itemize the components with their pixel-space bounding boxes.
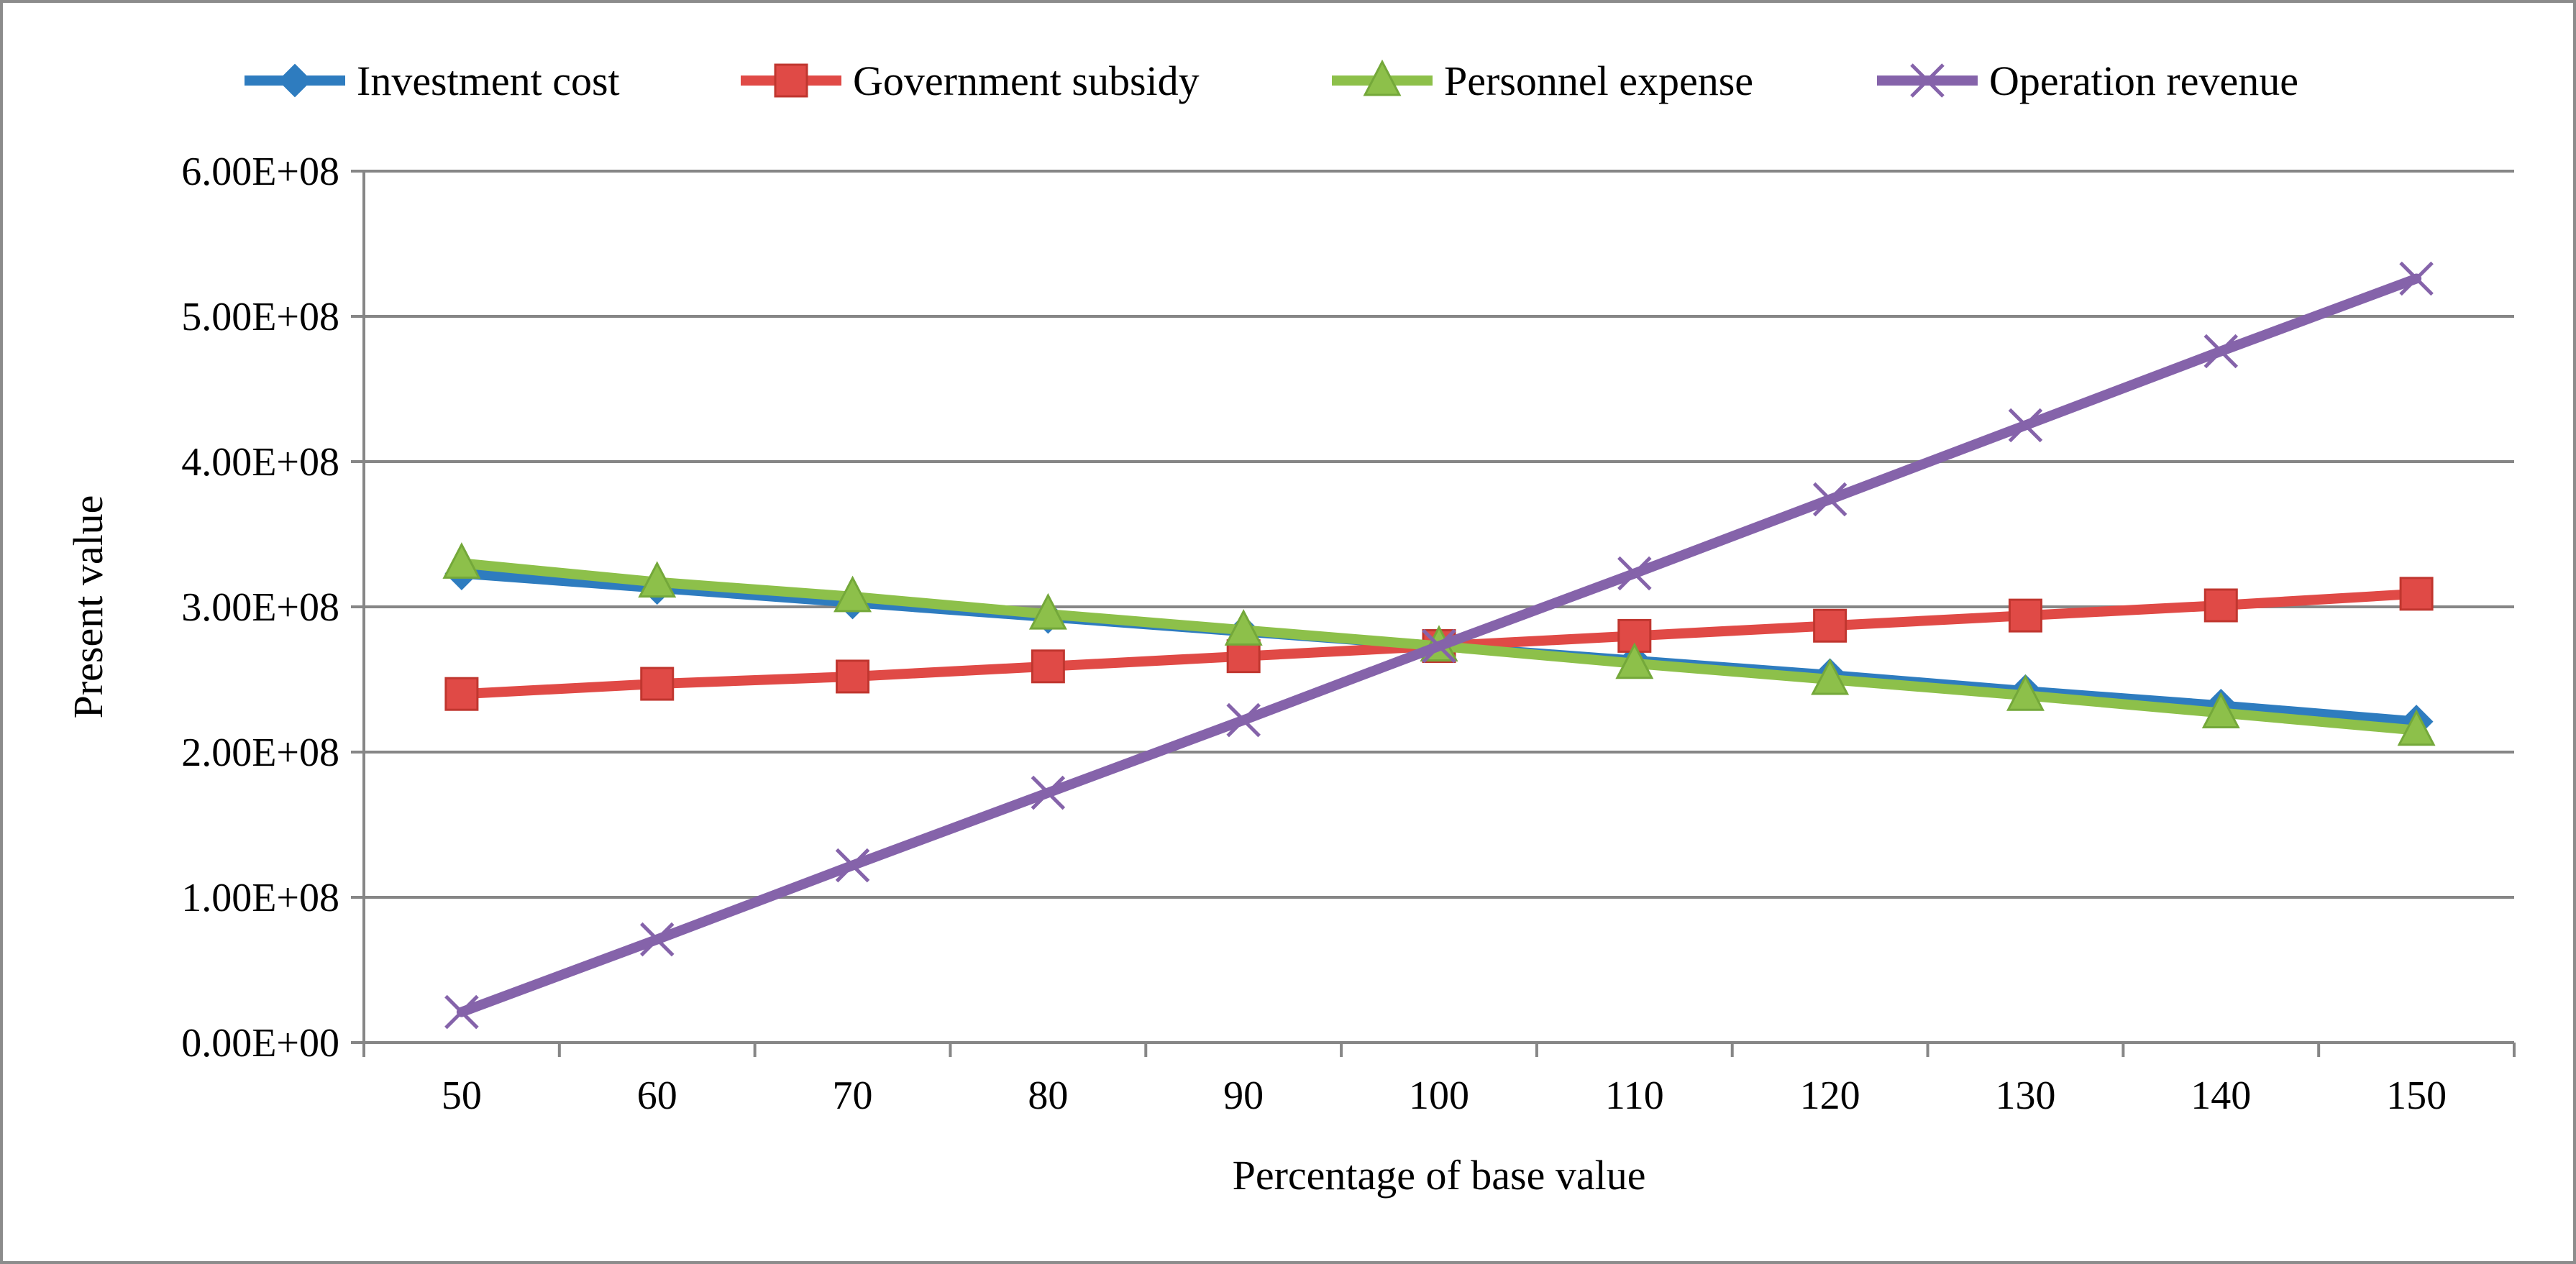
data-point-personnel-expense xyxy=(1224,609,1263,646)
legend-item-government-subsidy: Government subsidy xyxy=(741,58,1200,104)
x-tick-label: 130 xyxy=(1995,1073,2055,1118)
legend: Investment cost Government subsidy Personn… xyxy=(245,58,2298,104)
y-tick-label: 0.00E+00 xyxy=(181,1021,339,1066)
data-point-operation-revenue xyxy=(1226,702,1261,738)
data-point-government-subsidy xyxy=(1226,639,1261,674)
x-tick-label: 140 xyxy=(2191,1073,2251,1118)
y-tick-label: 4.00E+08 xyxy=(181,440,339,485)
legend-label: Government subsidy xyxy=(853,58,1200,104)
data-point-personnel-expense xyxy=(638,561,677,598)
data-point-personnel-expense xyxy=(833,575,872,613)
data-point-operation-revenue xyxy=(835,848,870,883)
data-point-operation-revenue xyxy=(2203,334,2239,369)
y-tick-label: 1.00E+08 xyxy=(181,876,339,920)
legend-item-operation-revenue: Operation revenue xyxy=(1877,58,2298,104)
y-tick-labels: 0.00E+00 1.00E+08 2.00E+08 3.00E+08 4.00E+08… xyxy=(181,150,339,1066)
legend-marker xyxy=(1363,59,1402,96)
data-point-operation-revenue xyxy=(1812,482,1847,517)
data-point-operation-revenue xyxy=(444,994,479,1030)
x-tick-label: 100 xyxy=(1409,1073,1469,1118)
data-point-government-subsidy xyxy=(836,659,870,694)
x-axis-title: Percentage of base value xyxy=(1233,1152,1646,1199)
x-tick-label: 80 xyxy=(1028,1073,1068,1118)
x-tick-label: 150 xyxy=(2386,1073,2447,1118)
data-point-personnel-expense xyxy=(2397,709,2436,746)
x-tick-label: 60 xyxy=(637,1073,677,1118)
legend-marker xyxy=(278,63,312,98)
y-axis-title: Present value xyxy=(65,495,111,719)
x-tick-label: 110 xyxy=(1605,1073,1664,1118)
data-point-personnel-expense xyxy=(1811,658,1850,695)
legend-label: Personnel expense xyxy=(1444,58,1753,104)
legend-label: Investment cost xyxy=(357,58,620,104)
x-tick-labels: 50 60 70 80 90 100 110 120 130 140 150 xyxy=(442,1073,2447,1118)
data-point-personnel-expense xyxy=(1615,642,1654,679)
data-point-operation-revenue xyxy=(2008,408,2043,443)
data-point-personnel-expense xyxy=(1028,592,1067,630)
data-point-government-subsidy xyxy=(1813,608,1847,643)
data-point-government-subsidy xyxy=(444,677,479,711)
x-tick-label: 120 xyxy=(1800,1073,1860,1118)
line-chart: 0.00E+00 1.00E+08 2.00E+08 3.00E+08 4.00E+08… xyxy=(65,58,2516,1199)
x-tick-label: 90 xyxy=(1223,1073,1264,1118)
data-point-operation-revenue xyxy=(1422,628,1456,664)
axes xyxy=(351,170,2516,1057)
data-point-operation-revenue xyxy=(1617,556,1652,591)
data-point-government-subsidy xyxy=(2203,588,2238,623)
data-point-operation-revenue xyxy=(639,922,675,957)
legend-marker xyxy=(774,63,808,98)
legend-label: Operation revenue xyxy=(1989,58,2298,104)
data-point-operation-revenue xyxy=(2399,261,2434,296)
series-lines xyxy=(442,261,2436,1030)
data-point-personnel-expense xyxy=(2201,692,2240,728)
data-point-government-subsidy xyxy=(2008,598,2042,633)
data-point-government-subsidy xyxy=(640,667,675,701)
y-tick-label: 5.00E+08 xyxy=(181,295,339,339)
y-tick-label: 2.00E+08 xyxy=(181,731,339,775)
legend-marker xyxy=(1910,63,1945,98)
x-tick-label: 50 xyxy=(442,1073,482,1118)
x-tick-label: 70 xyxy=(833,1073,873,1118)
data-point-government-subsidy xyxy=(1031,649,1065,684)
gridlines xyxy=(364,170,2514,899)
y-tick-label: 3.00E+08 xyxy=(181,585,339,630)
data-point-personnel-expense xyxy=(2006,674,2045,711)
data-point-personnel-expense xyxy=(442,542,481,579)
series-operation-revenue xyxy=(444,261,2434,1030)
data-point-government-subsidy xyxy=(2399,577,2434,611)
legend-item-personnel-expense: Personnel expense xyxy=(1332,58,1753,104)
y-tick-label: 6.00E+08 xyxy=(181,150,339,194)
legend-item-investment-cost: Investment cost xyxy=(245,58,620,104)
data-point-operation-revenue xyxy=(1031,775,1066,810)
